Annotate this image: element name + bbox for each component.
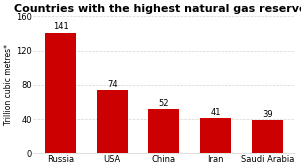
Text: 52: 52 xyxy=(159,99,169,108)
Bar xyxy=(252,120,283,153)
Bar xyxy=(148,109,179,153)
Bar xyxy=(45,33,76,153)
Text: 41: 41 xyxy=(210,108,221,117)
Text: 39: 39 xyxy=(262,110,272,119)
Bar xyxy=(97,90,128,153)
Text: 74: 74 xyxy=(107,80,118,89)
Y-axis label: Trillion cubic metres*: Trillion cubic metres* xyxy=(4,44,13,125)
Text: 141: 141 xyxy=(53,22,68,31)
Title: Countries with the highest natural gas reserves: Countries with the highest natural gas r… xyxy=(14,4,301,14)
Bar xyxy=(200,118,231,153)
